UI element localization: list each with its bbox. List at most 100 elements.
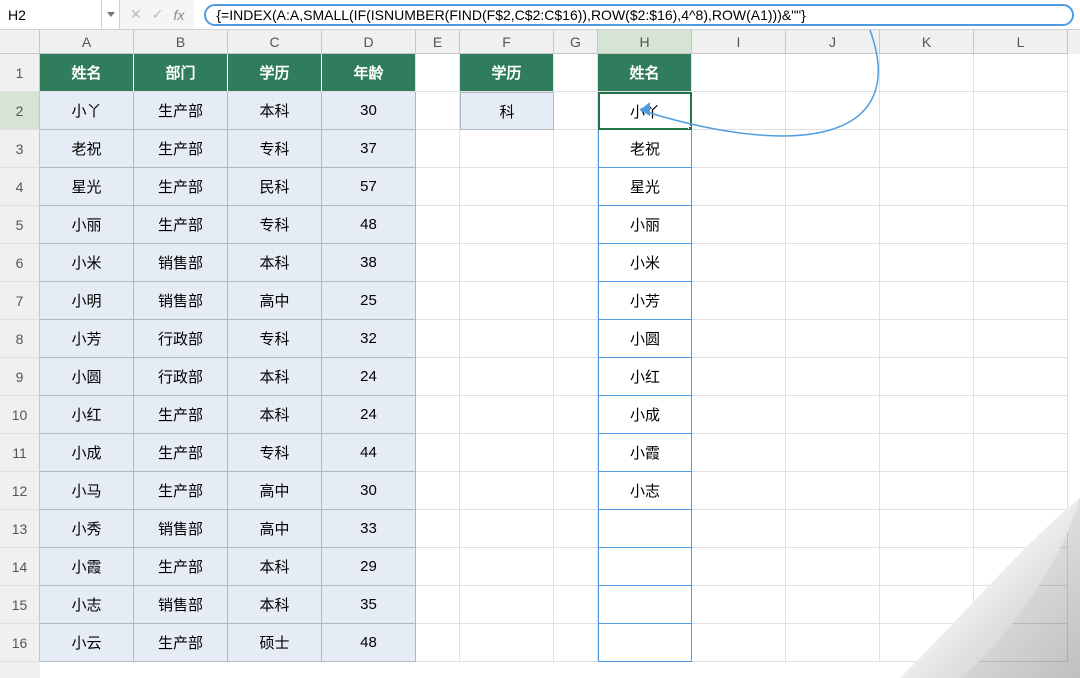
cell-B11[interactable]: 生产部 <box>134 434 228 472</box>
cell-C8[interactable]: 专科 <box>228 320 322 358</box>
select-all-corner[interactable] <box>0 30 40 54</box>
cell-I3[interactable] <box>692 130 786 168</box>
cell-G14[interactable] <box>554 548 598 586</box>
cell-K12[interactable] <box>880 472 974 510</box>
cell-L10[interactable] <box>974 396 1068 434</box>
cell-J5[interactable] <box>786 206 880 244</box>
cell-B2[interactable]: 生产部 <box>134 92 228 130</box>
cell-C9[interactable]: 本科 <box>228 358 322 396</box>
cell-B6[interactable]: 销售部 <box>134 244 228 282</box>
cell-K6[interactable] <box>880 244 974 282</box>
cell-G13[interactable] <box>554 510 598 548</box>
cell-J4[interactable] <box>786 168 880 206</box>
cell-B1[interactable]: 部门 <box>134 54 228 92</box>
cell-A8[interactable]: 小芳 <box>40 320 134 358</box>
cell-G11[interactable] <box>554 434 598 472</box>
cell-J14[interactable] <box>786 548 880 586</box>
cell-D3[interactable]: 37 <box>322 130 416 168</box>
cell-I11[interactable] <box>692 434 786 472</box>
cell-J10[interactable] <box>786 396 880 434</box>
cell-G5[interactable] <box>554 206 598 244</box>
cell-J3[interactable] <box>786 130 880 168</box>
cell-K15[interactable] <box>880 586 974 624</box>
cell-I16[interactable] <box>692 624 786 662</box>
cell-A13[interactable]: 小秀 <box>40 510 134 548</box>
cell-F5[interactable] <box>460 206 554 244</box>
column-header-H[interactable]: H <box>598 30 692 54</box>
cell-H4[interactable]: 星光 <box>598 168 692 206</box>
cell-B16[interactable]: 生产部 <box>134 624 228 662</box>
cell-L3[interactable] <box>974 130 1068 168</box>
row-header-13[interactable]: 13 <box>0 510 40 548</box>
cell-J7[interactable] <box>786 282 880 320</box>
cell-A9[interactable]: 小圆 <box>40 358 134 396</box>
row-header-14[interactable]: 14 <box>0 548 40 586</box>
cell-H1[interactable]: 姓名 <box>598 54 692 92</box>
cell-G8[interactable] <box>554 320 598 358</box>
cell-B7[interactable]: 销售部 <box>134 282 228 320</box>
cell-H13[interactable] <box>598 510 692 548</box>
cell-C11[interactable]: 专科 <box>228 434 322 472</box>
row-header-4[interactable]: 4 <box>0 168 40 206</box>
cell-A2[interactable]: 小丫 <box>40 92 134 130</box>
cell-A12[interactable]: 小马 <box>40 472 134 510</box>
cell-G16[interactable] <box>554 624 598 662</box>
cell-K3[interactable] <box>880 130 974 168</box>
cell-A1[interactable]: 姓名 <box>40 54 134 92</box>
cell-J12[interactable] <box>786 472 880 510</box>
column-header-E[interactable]: E <box>416 30 460 54</box>
column-header-D[interactable]: D <box>322 30 416 54</box>
cell-G12[interactable] <box>554 472 598 510</box>
cell-A7[interactable]: 小明 <box>40 282 134 320</box>
cell-E15[interactable] <box>416 586 460 624</box>
cell-C5[interactable]: 专科 <box>228 206 322 244</box>
row-header-10[interactable]: 10 <box>0 396 40 434</box>
cell-K13[interactable] <box>880 510 974 548</box>
row-header-3[interactable]: 3 <box>0 130 40 168</box>
cell-I15[interactable] <box>692 586 786 624</box>
cell-K14[interactable] <box>880 548 974 586</box>
cell-E16[interactable] <box>416 624 460 662</box>
cell-K8[interactable] <box>880 320 974 358</box>
cell-G3[interactable] <box>554 130 598 168</box>
cell-L15[interactable] <box>974 586 1068 624</box>
cell-H2[interactable]: 小丫 <box>598 92 692 130</box>
cell-C13[interactable]: 高中 <box>228 510 322 548</box>
column-header-B[interactable]: B <box>134 30 228 54</box>
cell-F3[interactable] <box>460 130 554 168</box>
cell-J11[interactable] <box>786 434 880 472</box>
cell-E5[interactable] <box>416 206 460 244</box>
fill-handle[interactable] <box>688 126 692 130</box>
cell-I5[interactable] <box>692 206 786 244</box>
cell-H11[interactable]: 小霞 <box>598 434 692 472</box>
chevron-down-icon[interactable] <box>101 0 119 29</box>
cell-D14[interactable]: 29 <box>322 548 416 586</box>
cell-D4[interactable]: 57 <box>322 168 416 206</box>
cell-L4[interactable] <box>974 168 1068 206</box>
cell-F4[interactable] <box>460 168 554 206</box>
cell-B9[interactable]: 行政部 <box>134 358 228 396</box>
cell-I6[interactable] <box>692 244 786 282</box>
column-header-F[interactable]: F <box>460 30 554 54</box>
cell-E14[interactable] <box>416 548 460 586</box>
cell-A5[interactable]: 小丽 <box>40 206 134 244</box>
cell-A16[interactable]: 小云 <box>40 624 134 662</box>
cell-K10[interactable] <box>880 396 974 434</box>
cell-I2[interactable] <box>692 92 786 130</box>
cell-C3[interactable]: 专科 <box>228 130 322 168</box>
cell-H14[interactable] <box>598 548 692 586</box>
row-header-16[interactable]: 16 <box>0 624 40 662</box>
cell-L2[interactable] <box>974 92 1068 130</box>
cell-E6[interactable] <box>416 244 460 282</box>
cell-I4[interactable] <box>692 168 786 206</box>
cell-K11[interactable] <box>880 434 974 472</box>
column-header-I[interactable]: I <box>692 30 786 54</box>
cell-G15[interactable] <box>554 586 598 624</box>
row-header-5[interactable]: 5 <box>0 206 40 244</box>
cell-H9[interactable]: 小红 <box>598 358 692 396</box>
cell-E13[interactable] <box>416 510 460 548</box>
cell-G10[interactable] <box>554 396 598 434</box>
cell-C6[interactable]: 本科 <box>228 244 322 282</box>
cell-L16[interactable] <box>974 624 1068 662</box>
cell-B8[interactable]: 行政部 <box>134 320 228 358</box>
